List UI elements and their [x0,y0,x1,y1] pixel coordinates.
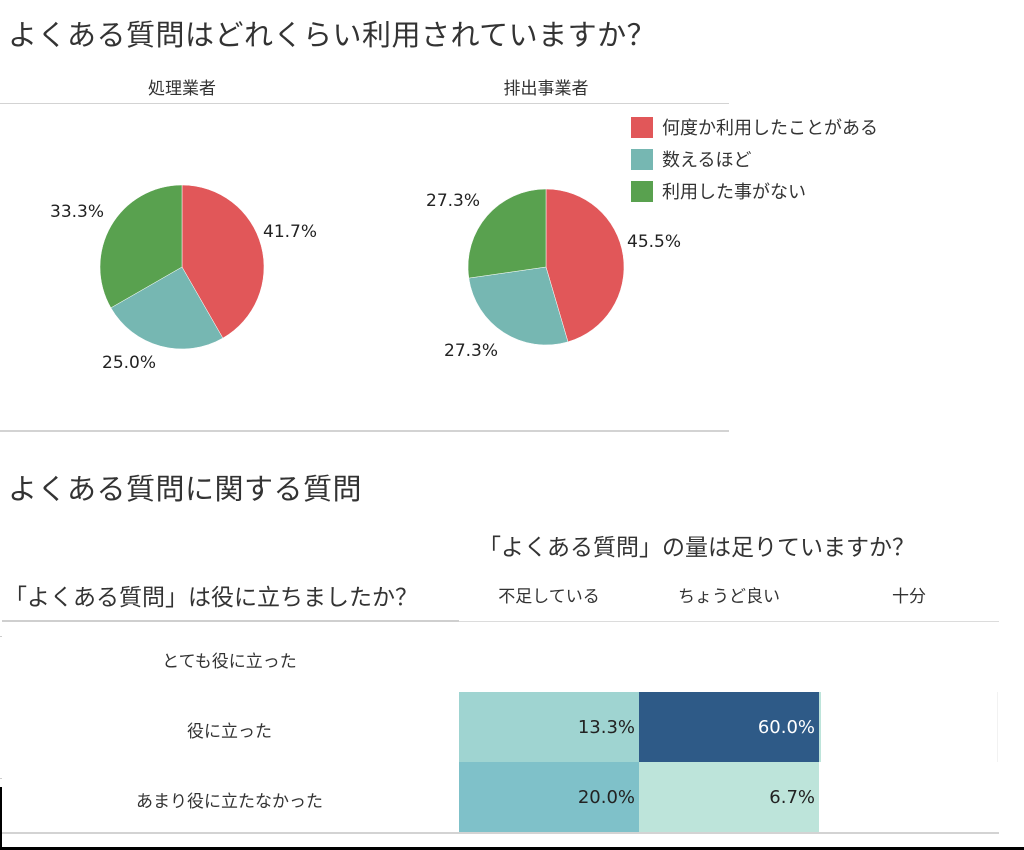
cell-edge [997,692,998,762]
row-header-not-helpful: あまり役に立たなかった [136,792,323,812]
legend-swatch-red [631,116,653,138]
heatmap-cell[interactable]: 20.0% [459,762,639,832]
cell-edge [819,692,821,762]
pie1-label-few-times: 25.0% [102,353,157,373]
row-header-very-helpful: とても役に立った [162,652,297,672]
frame-edge-bottom [0,847,1024,850]
bottom-rule [2,832,999,834]
pane-header-discharger: 排出事業者 [503,79,589,99]
legend-swatch-green [631,180,653,202]
column-header-insufficient: 不足している [498,587,600,607]
pie-slice[interactable] [468,266,569,346]
pie-slice[interactable] [99,184,183,309]
legend-label: 利用した事がない [662,182,806,203]
pie-slice[interactable] [181,184,265,339]
legend-item-used-several[interactable]: 何度か利用したことがある [631,116,878,139]
pie-slice[interactable] [545,188,625,343]
tick-mark [0,636,2,637]
dashboard-title: よくある質問はどれくらい利用されていますか？ [8,18,657,52]
section-divider [0,430,729,432]
pie-charts-canvas [99,184,625,350]
header-divider [0,103,729,104]
pie2-label-few-times: 27.3% [444,341,499,361]
legend-swatch-teal [631,148,653,170]
column-header-rule [459,621,999,622]
heatmap-cell[interactable]: 60.0% [639,692,819,762]
heatmap-cell[interactable]: 6.7% [639,762,819,832]
pie2-label-never: 27.3% [426,191,481,211]
pie-chart-processor[interactable] [99,184,265,350]
legend-item-few-times[interactable]: 数えるほど [631,148,752,171]
frame-edge-left [0,787,2,850]
column-header-enough: 十分 [892,587,926,607]
column-header-just-right: ちょうど良い [678,587,780,607]
row-header-helpful: 役に立った [187,722,272,742]
pie2-label-used-several: 45.5% [627,232,682,252]
pane-header-processor: 処理業者 [148,79,216,99]
legend-label: 何度か利用したことがある [662,118,878,139]
row-group-title: 「よくある質問」は役に立ちましたか？ [4,585,418,611]
pie-slice[interactable] [110,266,224,350]
pie-chart-discharger[interactable] [467,188,625,346]
tick-mark [0,778,2,779]
legend-label: 数えるほど [662,150,752,171]
pie-slice[interactable] [467,188,547,279]
pie1-label-never: 33.3% [50,202,105,222]
heatmap-cell[interactable]: 13.3% [459,692,639,762]
section-title: よくある質問に関する質問 [8,472,363,506]
column-group-title: 「よくある質問」の量は足りていますか？ [478,535,915,561]
row-header-rule [2,620,459,622]
pie1-label-used-several: 41.7% [263,222,318,242]
legend-item-never[interactable]: 利用した事がない [631,180,806,203]
